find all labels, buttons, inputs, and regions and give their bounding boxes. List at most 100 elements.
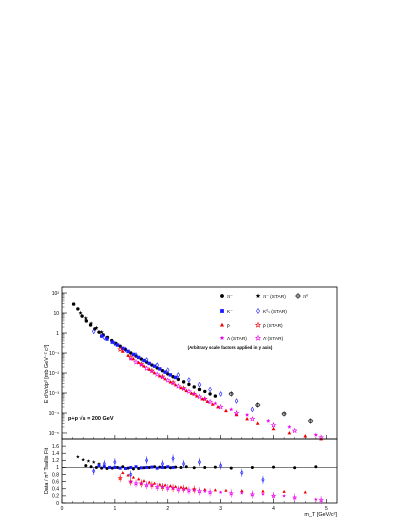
ratio-point — [192, 488, 197, 492]
data-point — [281, 411, 287, 417]
data-point — [142, 358, 146, 363]
data-point — [208, 386, 212, 393]
data-point — [88, 321, 94, 326]
data-point — [102, 334, 107, 341]
ratio-point — [218, 490, 223, 494]
x-axis-label: m_T [GeV/c²] — [304, 512, 337, 518]
ratio-point — [86, 459, 91, 463]
series-4 — [92, 328, 255, 413]
data-point — [205, 399, 210, 403]
data-point — [291, 427, 298, 434]
data-point — [192, 385, 196, 389]
series-7 — [128, 356, 318, 437]
ratio-point — [126, 466, 130, 470]
data-point — [192, 391, 197, 396]
data-point — [84, 319, 89, 323]
ratio-point — [261, 492, 265, 496]
data-point — [187, 382, 191, 387]
ratio-point — [102, 461, 106, 467]
legend-marker — [255, 293, 261, 298]
data-point — [176, 372, 181, 378]
data-point — [216, 404, 220, 409]
data-point — [307, 418, 314, 424]
ratio-point — [171, 456, 175, 462]
data-point — [170, 381, 176, 386]
ratio-point — [168, 484, 173, 488]
top-y-tick-label: 1 — [56, 331, 59, 337]
ratio-point — [128, 479, 133, 484]
legend-marker — [219, 322, 225, 327]
data-point — [149, 369, 155, 374]
ratio-point — [318, 497, 324, 503]
data-point — [217, 403, 224, 410]
data-point — [105, 337, 109, 341]
legend-marker — [256, 307, 260, 315]
data-point — [166, 372, 170, 376]
bottom-y-tick-label: 1 — [56, 465, 59, 471]
ratio-point — [133, 480, 139, 486]
data-point — [197, 381, 202, 388]
series-8 — [133, 359, 325, 440]
x-tick-label: 4 — [272, 506, 275, 512]
legend-label: π⁰ — [303, 294, 308, 300]
legend-entry: Λ̄ (STAR) — [254, 334, 284, 342]
data-point — [168, 373, 173, 377]
ratio-point — [282, 489, 286, 493]
legend-marker — [220, 294, 224, 298]
ratio-point — [292, 494, 298, 500]
data-point — [144, 357, 149, 363]
ratio-point — [137, 467, 141, 471]
legend-label: Λ (STAR) — [227, 336, 247, 342]
ratio-point — [94, 465, 98, 469]
legend-marker — [254, 334, 262, 341]
ratio-point — [229, 466, 233, 470]
ratio-point — [203, 487, 207, 491]
data-point — [120, 349, 125, 353]
top-y-tick-label: 10⁻³ — [49, 391, 59, 397]
data-point — [128, 356, 133, 361]
ratio-point — [113, 465, 117, 469]
ratio-point — [121, 470, 125, 474]
ratio-series-6 — [128, 479, 318, 502]
ratio-point — [261, 489, 265, 493]
ratio-point — [118, 466, 122, 470]
data-point — [152, 364, 157, 368]
legend-label: p̄ — [227, 323, 230, 329]
ratio-point — [147, 480, 151, 484]
top-y-tick-label: 10² — [52, 291, 60, 297]
legend-entry: Λ (STAR) — [219, 335, 247, 342]
data-point — [266, 418, 271, 423]
x-tick-label: 3 — [219, 506, 222, 512]
ratio-point — [110, 466, 114, 470]
ratio-point — [154, 484, 160, 490]
series-3 — [99, 334, 178, 380]
data-point — [164, 377, 171, 383]
ratio-series-1 — [76, 454, 101, 466]
ratio-series-4 — [121, 470, 307, 494]
ratio-point — [224, 488, 228, 492]
ratio-point — [179, 465, 183, 469]
data-point — [133, 359, 139, 365]
data-point — [233, 409, 240, 416]
ratio-point — [174, 484, 178, 488]
data-point — [213, 394, 218, 398]
bottom-y-tick-label: 1.2 — [52, 458, 59, 464]
data-point — [147, 361, 151, 366]
ratio-point — [168, 466, 172, 470]
ratio-point — [303, 490, 307, 494]
top-y-tick-label: 10⁻¹ — [49, 351, 59, 357]
data-point — [224, 408, 228, 413]
ratio-point — [100, 466, 104, 470]
data-point — [129, 351, 133, 355]
data-point — [118, 344, 122, 348]
ratio-point — [272, 465, 276, 469]
ratio-point — [145, 465, 149, 469]
ratio-point — [282, 493, 286, 498]
ratio-point — [250, 465, 254, 469]
data-point — [303, 434, 308, 438]
data-point — [143, 365, 150, 371]
legend-marker — [220, 309, 224, 313]
data-point — [187, 377, 191, 383]
data-point — [166, 367, 170, 373]
